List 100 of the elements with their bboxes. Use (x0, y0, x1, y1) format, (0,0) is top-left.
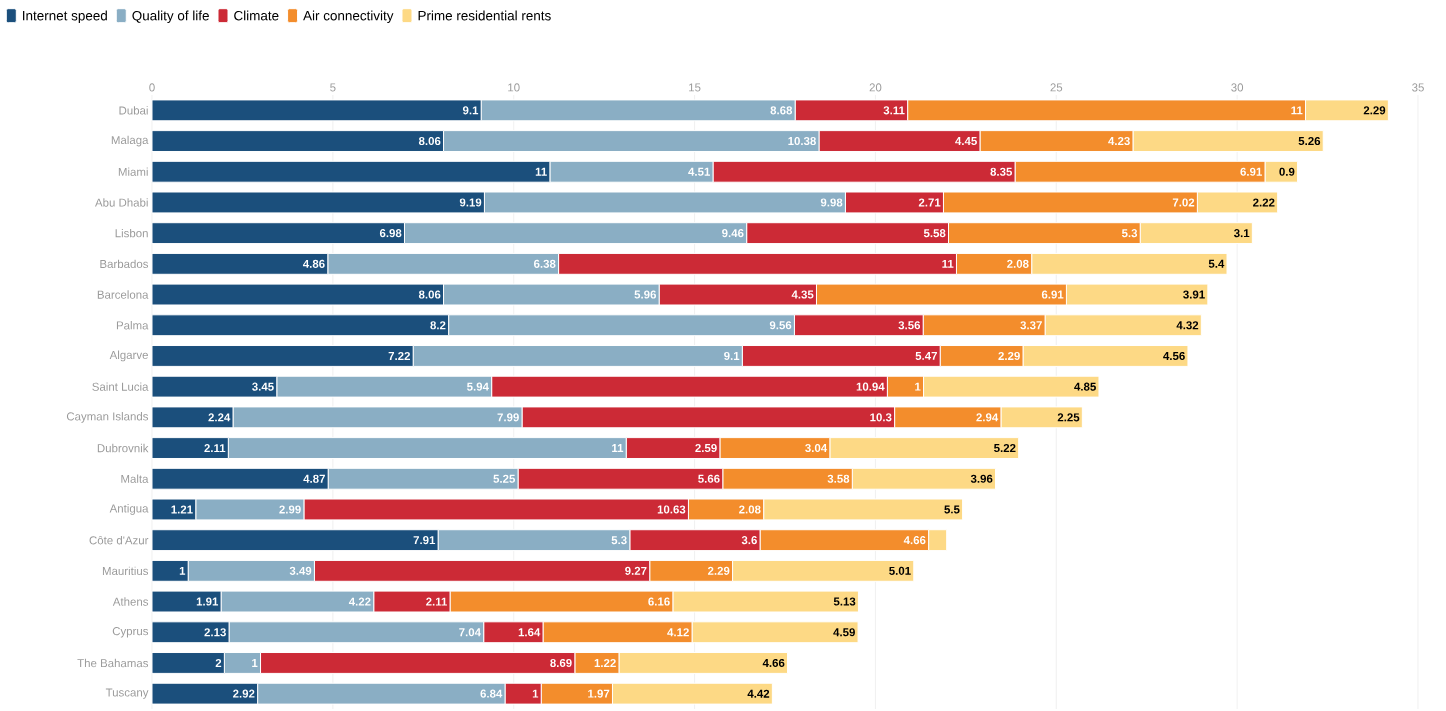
data-label: 3.11 (883, 106, 905, 115)
y-tick-label: Dubrovnik (97, 443, 149, 453)
data-label: 6.91 (1041, 290, 1064, 299)
data-label: 7.04 (459, 628, 481, 637)
data-label: 10.94 (856, 382, 885, 391)
data-label: 10.63 (657, 505, 686, 514)
data-label: 5.47 (915, 351, 937, 360)
data-label: 6.16 (648, 597, 670, 606)
data-label: 8.2 (430, 321, 446, 330)
data-label: 7.99 (497, 413, 519, 422)
data-label: 0.9 (1279, 167, 1295, 176)
x-tick-label: 20 (869, 83, 882, 92)
data-label: 3.6 (741, 536, 757, 545)
data-label: 2.08 (739, 505, 761, 514)
data-label: 11 (535, 167, 547, 176)
data-label: 2.22 (1253, 198, 1275, 207)
x-tick-label: 25 (1050, 83, 1063, 92)
data-label: 2.59 (695, 443, 717, 453)
data-label: 6.38 (534, 259, 556, 268)
y-tick-label: Barcelona (97, 290, 149, 299)
data-label: 3.37 (1020, 321, 1042, 330)
data-label: 5.01 (889, 566, 911, 575)
data-label: 3.04 (805, 443, 828, 453)
y-tick-label: Miami (118, 167, 148, 176)
data-label: 2.13 (204, 628, 226, 637)
data-label: 4.87 (303, 474, 325, 483)
data-label: 4.32 (1176, 321, 1199, 330)
y-tick-label: Palma (116, 321, 149, 330)
data-label: 1 (179, 566, 186, 575)
data-label: 2.29 (707, 566, 730, 575)
data-label: 3.96 (970, 474, 993, 483)
data-label: 9.56 (769, 321, 792, 330)
legend-label: Prime residential rents (418, 10, 551, 21)
data-label: 5.66 (698, 474, 720, 483)
x-tick-label: 10 (508, 83, 520, 92)
data-label: 6.91 (1240, 167, 1262, 176)
legend-label: Quality of life (132, 10, 209, 24)
data-label: 6.84 (480, 689, 503, 698)
data-label: 2.11 (204, 444, 226, 453)
data-label: 2.92 (233, 689, 255, 698)
data-label: 5.4 (1208, 259, 1225, 268)
data-label: 4.56 (1163, 351, 1185, 360)
x-tick-label: 5 (330, 83, 336, 92)
y-tick-label: Saint Lucia (92, 382, 149, 391)
data-label: 5.25 (493, 474, 516, 483)
y-tick-label: Cyprus (112, 627, 149, 638)
y-tick-label: Tuscany (105, 688, 149, 699)
data-label: 4.59 (833, 628, 855, 637)
data-label: 9.19 (459, 198, 482, 207)
data-label: 1.21 (171, 505, 193, 514)
y-tick-label: Barbados (100, 259, 149, 269)
data-label: 1 (915, 382, 921, 391)
y-tick-label: Cayman Islands (66, 412, 149, 423)
data-label: 9.1 (724, 351, 740, 360)
data-label: 8.06 (418, 290, 441, 299)
data-label: 2.08 (1007, 259, 1029, 268)
data-label: 1 (532, 689, 539, 698)
legend-label: Air connectivity (303, 10, 394, 24)
data-label: 4.51 (688, 167, 710, 176)
y-tick-label: Antigua (109, 504, 149, 515)
data-label: 2 (215, 658, 222, 667)
data-label: 7.91 (413, 536, 436, 545)
data-label: 5.96 (634, 290, 657, 299)
data-label: 1.97 (588, 689, 610, 698)
data-label: 9.1 (462, 106, 479, 115)
y-tick-label: Algarve (109, 350, 148, 362)
data-label: 3.1 (1233, 229, 1250, 238)
data-label: 4.12 (667, 628, 689, 637)
x-tick-label: 35 (1412, 83, 1424, 92)
data-label: 4.85 (1074, 382, 1096, 391)
data-label: 2.29 (998, 351, 1020, 360)
legend-label: Climate (234, 10, 279, 21)
y-tick-label: Dubai (119, 106, 148, 115)
data-label: 4.22 (348, 597, 371, 606)
data-label: 1.64 (518, 628, 541, 637)
data-label: 6.98 (379, 229, 402, 238)
data-label: 2.94 (976, 413, 999, 422)
y-tick-label: The Bahamas (77, 658, 149, 668)
data-label: 1 (252, 659, 258, 667)
data-label: 5.3 (1121, 229, 1138, 238)
data-label: 4.23 (1108, 136, 1130, 146)
data-label: 4.86 (302, 259, 325, 268)
data-label: 5.26 (1298, 136, 1321, 146)
data-label: 5.58 (923, 229, 946, 238)
y-tick-label: Abu Dhabi (94, 198, 148, 207)
data-label: 3.58 (827, 474, 850, 483)
data-label: 5.3 (611, 536, 627, 545)
y-tick-label: Mauritius (102, 566, 149, 576)
data-label: 8.68 (770, 106, 793, 115)
data-label: 3.91 (1183, 290, 1205, 299)
x-tick-label: 30 (1231, 83, 1244, 92)
y-tick-label: Athens (112, 597, 149, 606)
data-label: 5.13 (833, 597, 856, 606)
data-label: 9.98 (820, 198, 843, 207)
data-label: 4.45 (955, 137, 977, 146)
data-label: 3.56 (898, 321, 921, 330)
legend-label: Internet speed (23, 10, 107, 24)
data-label: 3.49 (289, 566, 312, 575)
data-label: 8.06 (418, 136, 441, 146)
data-label: 2.71 (918, 198, 941, 207)
